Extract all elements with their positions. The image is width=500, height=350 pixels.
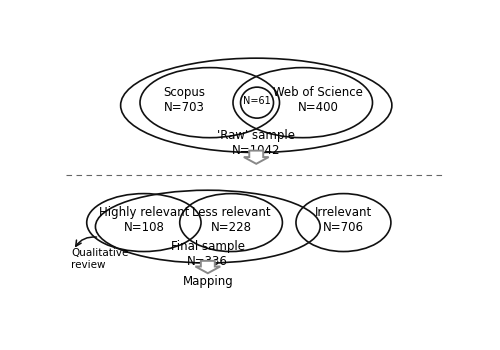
- Text: 'Raw' sample
N=1042: 'Raw' sample N=1042: [217, 129, 295, 157]
- Text: N=61: N=61: [243, 96, 271, 106]
- Ellipse shape: [240, 87, 274, 118]
- Text: Web of Science
N=400: Web of Science N=400: [274, 86, 363, 114]
- Text: Scopus
N=703: Scopus N=703: [164, 86, 205, 114]
- Text: Irrelevant
N=706: Irrelevant N=706: [315, 206, 372, 234]
- Text: Final sample
N=336: Final sample N=336: [171, 240, 245, 268]
- Text: Qualitative
review: Qualitative review: [71, 248, 128, 270]
- Polygon shape: [244, 150, 268, 164]
- Text: Highly relevant
N=108: Highly relevant N=108: [98, 206, 189, 234]
- Text: Less relevant
N=228: Less relevant N=228: [192, 206, 270, 234]
- Text: Mapping: Mapping: [182, 275, 233, 288]
- Polygon shape: [196, 261, 220, 273]
